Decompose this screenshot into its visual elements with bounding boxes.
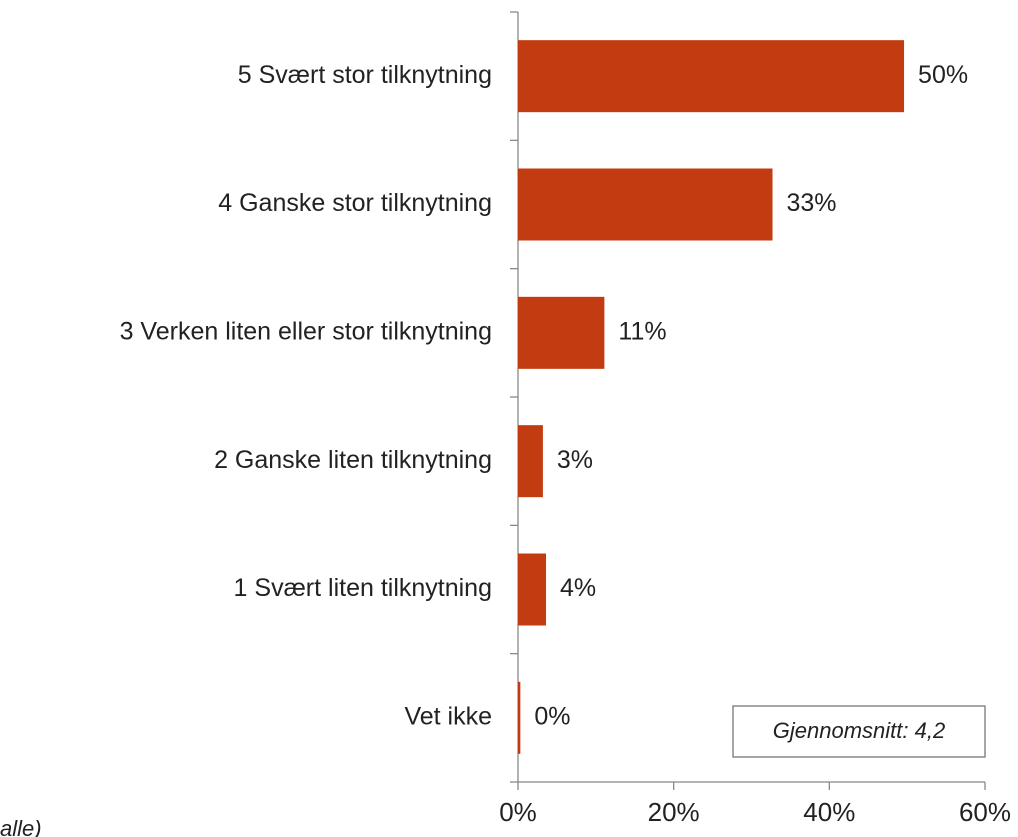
x-tick-label: 20% bbox=[648, 797, 700, 827]
annotation-box bbox=[732, 705, 986, 758]
data-label: 33% bbox=[787, 189, 837, 217]
y-tick-label: 3 Verken liten eller stor tilknytning bbox=[120, 317, 492, 345]
data-label: 11% bbox=[618, 317, 666, 345]
bar bbox=[518, 425, 543, 498]
annotation: Gjennomsnitt: 4,2 bbox=[773, 718, 945, 743]
bar bbox=[518, 681, 521, 754]
x-tick-label: 0% bbox=[499, 797, 537, 827]
y-tick-label: 1 Svært liten tilknytning bbox=[234, 574, 492, 602]
data-label: 50% bbox=[918, 61, 968, 89]
x-tick-label: 40% bbox=[803, 797, 855, 827]
note: alle) bbox=[0, 816, 42, 837]
data-label: 4% bbox=[560, 574, 596, 602]
bar bbox=[518, 40, 905, 113]
data-label: 3% bbox=[557, 446, 593, 474]
bar bbox=[518, 296, 605, 369]
x-tick-label: 60% bbox=[959, 797, 1011, 827]
y-tick-label: 4 Ganske stor tilknytning bbox=[218, 189, 492, 217]
bar bbox=[518, 553, 547, 626]
y-tick-label: Vet ikke bbox=[404, 702, 492, 730]
data-label: 0% bbox=[534, 702, 570, 730]
y-tick-label: 5 Svært stor tilknytning bbox=[238, 61, 492, 89]
bar bbox=[518, 168, 773, 241]
y-tick-label: 2 Ganske liten tilknytning bbox=[214, 446, 492, 474]
